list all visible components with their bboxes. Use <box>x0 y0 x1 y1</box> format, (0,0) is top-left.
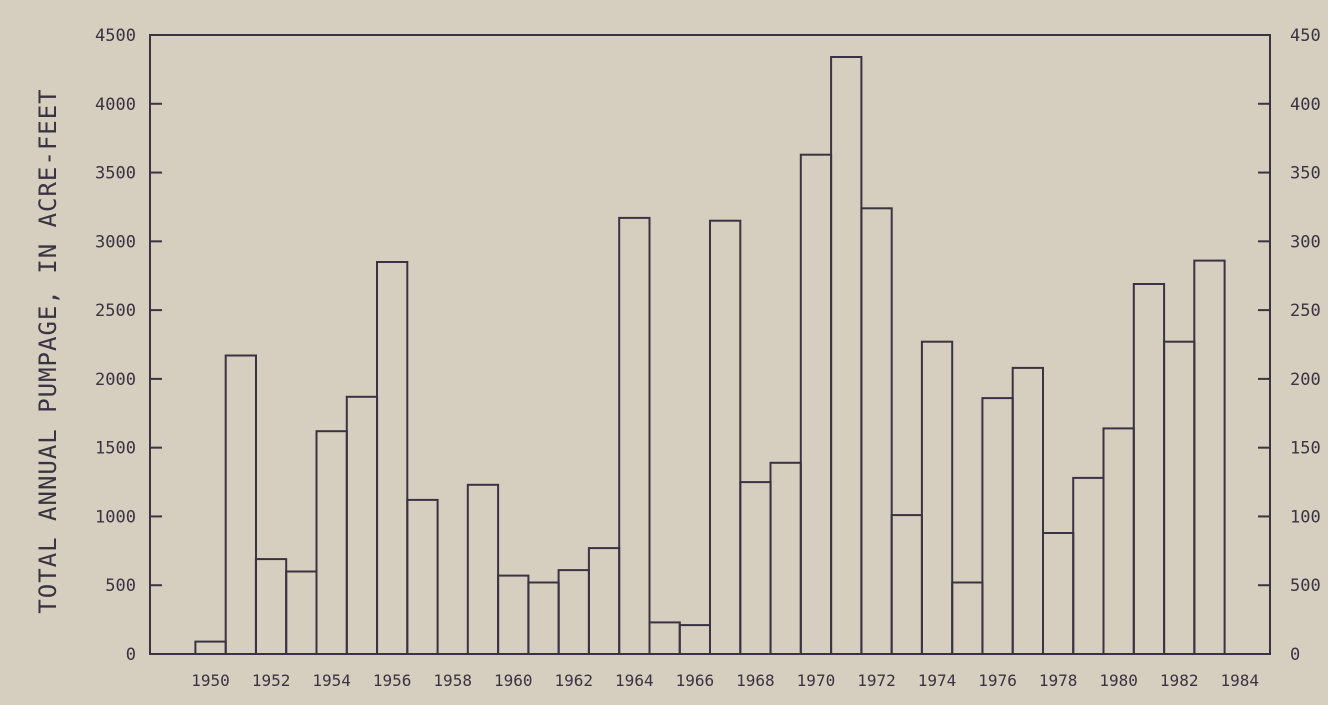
y-tick-label-left: 2500 <box>95 301 136 321</box>
y-tick-label-right: 250 <box>1290 301 1321 321</box>
bar-1977 <box>1011 366 1045 655</box>
left-ticks-group: 0 500 1000 1500 2000 2500 3000 3500 4000 4500 <box>95 26 162 665</box>
y-tick-label-right: 0 <box>1290 645 1300 665</box>
y-axis-label: TOTAL ANNUAL PUMPAGE, IN ACRE-FEET <box>34 88 62 613</box>
x-tick-label: 1974 <box>918 671 957 690</box>
x-tick-label: 1968 <box>736 671 775 690</box>
y-tick-label-right: 300 <box>1290 232 1321 252</box>
bar-1950 <box>194 640 227 655</box>
bar-1973 <box>890 514 923 655</box>
y-tick-label-left: 2000 <box>95 370 136 390</box>
bar-1969 <box>769 461 802 655</box>
bar-1967 <box>709 219 742 655</box>
y-tick-label-left: 4500 <box>95 26 136 46</box>
bar-1964 <box>618 216 651 655</box>
x-tick-label: 1980 <box>1099 671 1138 690</box>
x-tick-label: 1952 <box>252 671 291 690</box>
y-tick-label-left: 500 <box>105 576 136 596</box>
y-tick-label-left: 3500 <box>95 164 136 184</box>
x-tick-label: 1984 <box>1220 671 1259 690</box>
bars-group <box>194 56 1226 656</box>
x-tick-label: 1950 <box>191 671 230 690</box>
bar-1980 <box>1102 427 1135 655</box>
bar-1952 <box>254 558 288 655</box>
bar-1975 <box>951 581 984 655</box>
bar-1970 <box>799 153 833 655</box>
bar-1972 <box>860 207 893 656</box>
bar-1979 <box>1072 476 1105 655</box>
bar-1976 <box>981 397 1014 655</box>
bar-1966 <box>678 624 712 655</box>
bar-1963 <box>587 547 621 655</box>
y-tick-label-right: 400 <box>1290 95 1321 115</box>
bar-1953 <box>285 570 318 655</box>
x-tick-label: 1976 <box>978 671 1017 690</box>
right-ticks-group: 0 500 100 150 200 250 300 350 400 450 <box>1258 26 1321 665</box>
bar-1957 <box>406 498 439 655</box>
bar-1954 <box>315 430 348 656</box>
y-tick-label-right: 150 <box>1290 439 1321 459</box>
y-tick-label-right: 100 <box>1290 507 1321 527</box>
bar-1962 <box>557 569 590 655</box>
y-tick-label-right: 350 <box>1290 164 1321 184</box>
x-tick-label: 1962 <box>555 671 594 690</box>
y-tick-label-right: 200 <box>1290 370 1321 390</box>
plot-frame <box>149 34 1271 655</box>
x-tick-label: 1954 <box>312 671 351 690</box>
x-tick-label: 1960 <box>494 671 533 690</box>
bar-1971 <box>830 56 863 655</box>
y-tick-label-right: 450 <box>1290 26 1321 46</box>
bar-1951 <box>224 354 257 655</box>
bar-1955 <box>345 395 379 655</box>
bar-1978 <box>1042 532 1075 655</box>
bar-1961 <box>527 581 560 655</box>
y-tick-label-right: 500 <box>1290 576 1321 596</box>
y-tick-label-left: 1500 <box>95 439 136 459</box>
x-tick-label: 1958 <box>433 671 472 690</box>
axes-group <box>149 34 1271 655</box>
x-tick-label: 1966 <box>676 671 715 690</box>
x-tick-label: 1972 <box>857 671 896 690</box>
bar-1959 <box>466 483 500 655</box>
x-ticks-group: 1950 1952 1954 1956 1958 1960 1962 1964 1966 1968… <box>191 671 1259 690</box>
bar-1956 <box>376 261 409 655</box>
x-tick-label: 1982 <box>1160 671 1199 690</box>
bar-1965 <box>648 621 681 656</box>
x-tick-label: 1956 <box>373 671 412 690</box>
bar-1960 <box>497 574 530 655</box>
y-tick-label-left: 3000 <box>95 232 136 252</box>
bar-1983 <box>1193 259 1226 655</box>
y-tick-label-left: 4000 <box>95 95 136 115</box>
bar-1981 <box>1132 283 1166 655</box>
bar-1968 <box>739 481 772 655</box>
x-tick-label: 1978 <box>1039 671 1078 690</box>
bar-1982 <box>1163 340 1196 655</box>
x-tick-label: 1970 <box>797 671 836 690</box>
y-tick-label-left: 1000 <box>95 507 136 527</box>
y-tick-label-left: 0 <box>126 645 136 665</box>
x-tick-label: 1964 <box>615 671 654 690</box>
bar-1974 <box>920 340 954 655</box>
